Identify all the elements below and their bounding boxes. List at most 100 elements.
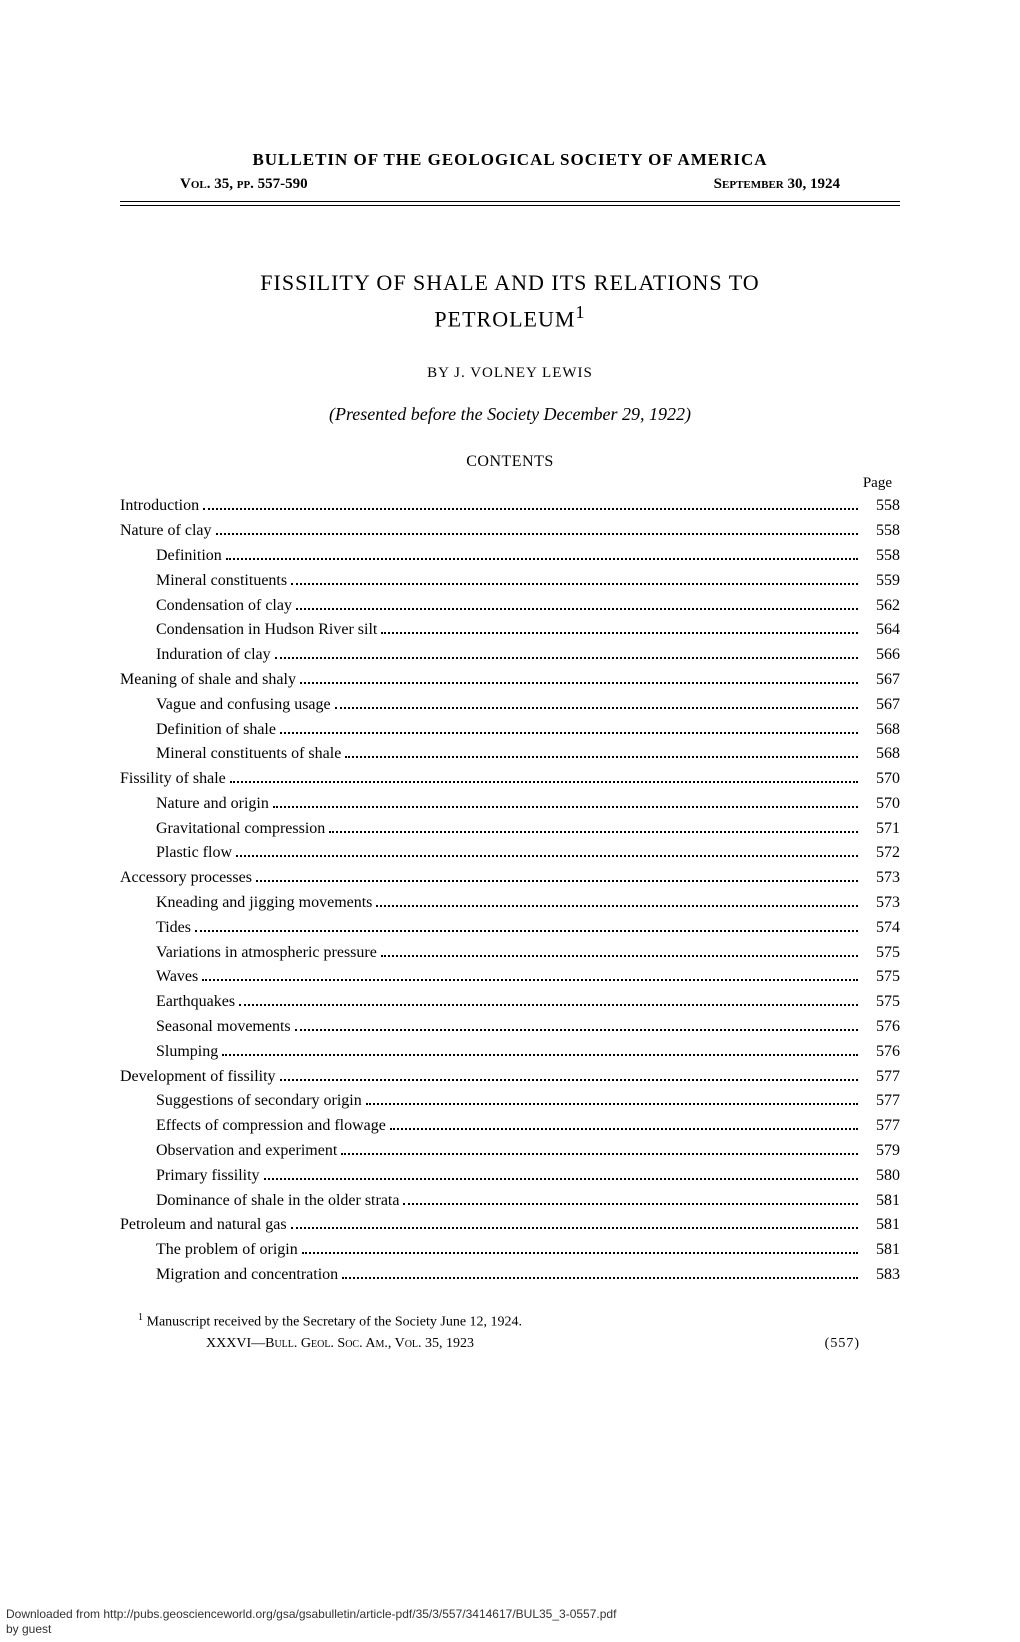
toc-leader-dots [291,583,858,585]
toc-entry: Induration of clay566 [120,643,900,668]
journal-volume: Vol. 35, pp. 557-590 [180,176,308,193]
toc-page: 567 [862,668,900,693]
toc-label: Earthquakes [156,990,235,1015]
toc-leader-dots [295,1029,858,1031]
toc-entry: Condensation in Hudson River silt 564 [120,618,900,643]
title-footnote-mark: 1 [575,302,585,322]
toc-leader-dots [195,930,858,932]
toc-entry: Meaning of shale and shaly567 [120,668,900,693]
toc-page: 559 [862,569,900,594]
toc-leader-dots [376,905,858,907]
footnote-text: Manuscript received by the Secretary of … [147,1314,523,1329]
toc-leader-dots [280,1079,858,1081]
toc-label: Seasonal movements [156,1015,291,1040]
toc-page: 558 [862,544,900,569]
toc-entry: Earthquakes575 [120,990,900,1015]
toc-page: 575 [862,965,900,990]
table-of-contents: Introduction558Nature of clay558Definiti… [120,494,900,1288]
contents-heading: CONTENTS [120,453,900,471]
toc-entry: Primary fissility580 [120,1164,900,1189]
toc-entry: Condensation of clay562 [120,594,900,619]
toc-entry: Nature and origin570 [120,792,900,817]
toc-page: 581 [862,1189,900,1214]
toc-leader-dots [390,1128,858,1130]
page-column-label: Page [120,475,900,492]
toc-leader-dots [273,806,858,808]
toc-leader-dots [345,756,858,758]
toc-label: Plastic flow [156,841,232,866]
toc-page: 575 [862,941,900,966]
toc-entry: Migration and concentration583 [120,1263,900,1288]
toc-leader-dots [275,657,858,659]
journal-meta-row: Vol. 35, pp. 557-590 September 30, 1924 [120,176,900,193]
running-left: XXXVI—Bull. Geol. Soc. Am., Vol. 35, 192… [206,1336,474,1352]
toc-label: Slumping [156,1040,218,1065]
toc-label: Condensation in Hudson River silt [156,618,377,643]
toc-page: 573 [862,891,900,916]
toc-label: Waves [156,965,198,990]
toc-leader-dots [256,880,858,882]
toc-page: 581 [862,1213,900,1238]
presented-note: (Presented before the Society December 2… [120,404,900,425]
toc-entry: Kneading and jigging movements 573 [120,891,900,916]
toc-label: Mineral constituents of shale [156,742,341,767]
toc-page: 583 [862,1263,900,1288]
toc-leader-dots [302,1252,858,1254]
toc-entry: Vague and confusing usage567 [120,693,900,718]
toc-page: 576 [862,1015,900,1040]
toc-page: 568 [862,742,900,767]
toc-page: 558 [862,494,900,519]
toc-label: Definition of shale [156,718,276,743]
toc-label: Nature of clay [120,519,212,544]
running-line: XXXVI—Bull. Geol. Soc. Am., Vol. 35, 192… [138,1336,900,1352]
toc-label: Primary fissility [156,1164,260,1189]
toc-page: 577 [862,1114,900,1139]
toc-entry: Fissility of shale570 [120,767,900,792]
toc-page: 572 [862,841,900,866]
toc-entry: Accessory processes 573 [120,866,900,891]
toc-page: 571 [862,817,900,842]
toc-label: Gravitational compression [156,817,325,842]
toc-leader-dots [335,707,858,709]
toc-page: 581 [862,1238,900,1263]
toc-leader-dots [291,1227,858,1229]
toc-label: Accessory processes [120,866,252,891]
article-title: FISSILITY OF SHALE AND ITS RELATIONS TO … [120,266,900,335]
toc-page: 558 [862,519,900,544]
toc-page: 579 [862,1139,900,1164]
toc-label: Observation and experiment [156,1139,337,1164]
download-line2: by guest [6,1622,51,1636]
toc-leader-dots [342,1277,858,1279]
toc-label: Kneading and jigging movements [156,891,372,916]
journal-title: BULLETIN OF THE GEOLOGICAL SOCIETY OF AM… [120,150,900,170]
footnote-mark: 1 [138,1312,143,1323]
download-line1: Downloaded from http://pubs.geosciencewo… [6,1607,616,1621]
toc-page: 573 [862,866,900,891]
article-title-line2: PETROLEUM [434,306,575,331]
toc-entry: Definition558 [120,544,900,569]
header-rule [120,201,900,206]
toc-page: 568 [862,718,900,743]
toc-entry: Introduction558 [120,494,900,519]
toc-entry: Nature of clay 558 [120,519,900,544]
toc-leader-dots [230,781,858,783]
toc-leader-dots [381,955,858,957]
footnote: 1 Manuscript received by the Secretary o… [138,1310,900,1333]
toc-label: Petroleum and natural gas [120,1213,287,1238]
toc-label: Development of fissility [120,1065,276,1090]
journal-header: BULLETIN OF THE GEOLOGICAL SOCIETY OF AM… [120,150,900,193]
toc-page: 577 [862,1065,900,1090]
toc-entry: Mineral constituents of shale 568 [120,742,900,767]
byline: BY J. VOLNEY LEWIS [120,365,900,382]
toc-label: Effects of compression and flowage [156,1114,386,1139]
toc-page: 574 [862,916,900,941]
journal-date: September 30, 1924 [714,176,840,193]
toc-label: Dominance of shale in the older strata [156,1189,399,1214]
toc-label: Variations in atmospheric pressure [156,941,377,966]
toc-page: 564 [862,618,900,643]
toc-leader-dots [296,608,858,610]
toc-entry: Waves 575 [120,965,900,990]
toc-label: Fissility of shale [120,767,226,792]
toc-page: 577 [862,1089,900,1114]
toc-entry: Effects of compression and flowage 577 [120,1114,900,1139]
